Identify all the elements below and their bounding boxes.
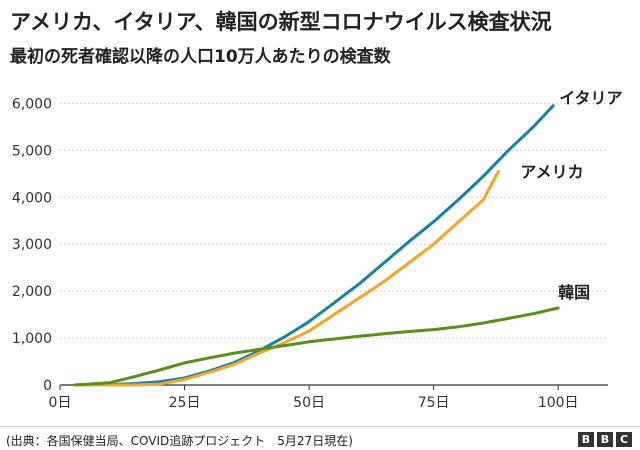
footer-divider xyxy=(0,426,640,427)
x-tick-label: 75日 xyxy=(418,395,450,411)
logo-letter: B xyxy=(578,432,594,447)
y-tick-label: 2,000 xyxy=(12,284,52,300)
y-tick-label: 3,000 xyxy=(12,237,52,253)
logo-letter: B xyxy=(597,432,613,447)
x-tick-label: 25日 xyxy=(169,395,201,411)
y-tick-label: 1,000 xyxy=(12,331,52,347)
chart-title: アメリカ、イタリア、韓国の新型コロナウイルス検査状況 xyxy=(10,10,552,34)
x-tick-label: 0日 xyxy=(49,395,72,411)
series-label-usa: アメリカ xyxy=(520,162,583,181)
chart-subtitle: 最初の死者確認以降の人口10万人あたりの検査数 xyxy=(10,47,391,67)
series-label-korea: 韓国 xyxy=(558,283,590,302)
x-tick-label: 50日 xyxy=(293,395,325,411)
x-tick-label: 100日 xyxy=(538,395,579,411)
y-tick-label: 5,000 xyxy=(12,143,52,159)
series-line-korea xyxy=(73,306,560,387)
series-line-usa xyxy=(73,169,500,387)
line-chart: 0 1,000 2,000 3,000 4,000 5,000 6,000 0日 25日 50日 7… xyxy=(12,89,623,411)
bbc-logo: B B C xyxy=(578,432,632,447)
y-tick-label: 6,000 xyxy=(12,96,52,112)
series-line-italy xyxy=(73,104,555,387)
y-tick-label: 0 xyxy=(43,378,52,394)
source-note: (出典：各国保健当局、COVID追跡プロジェクト 5月27日現在) xyxy=(6,434,353,448)
logo-letter: C xyxy=(616,432,632,447)
y-tick-label: 4,000 xyxy=(12,190,52,206)
series-label-italy: イタリア xyxy=(559,89,622,108)
